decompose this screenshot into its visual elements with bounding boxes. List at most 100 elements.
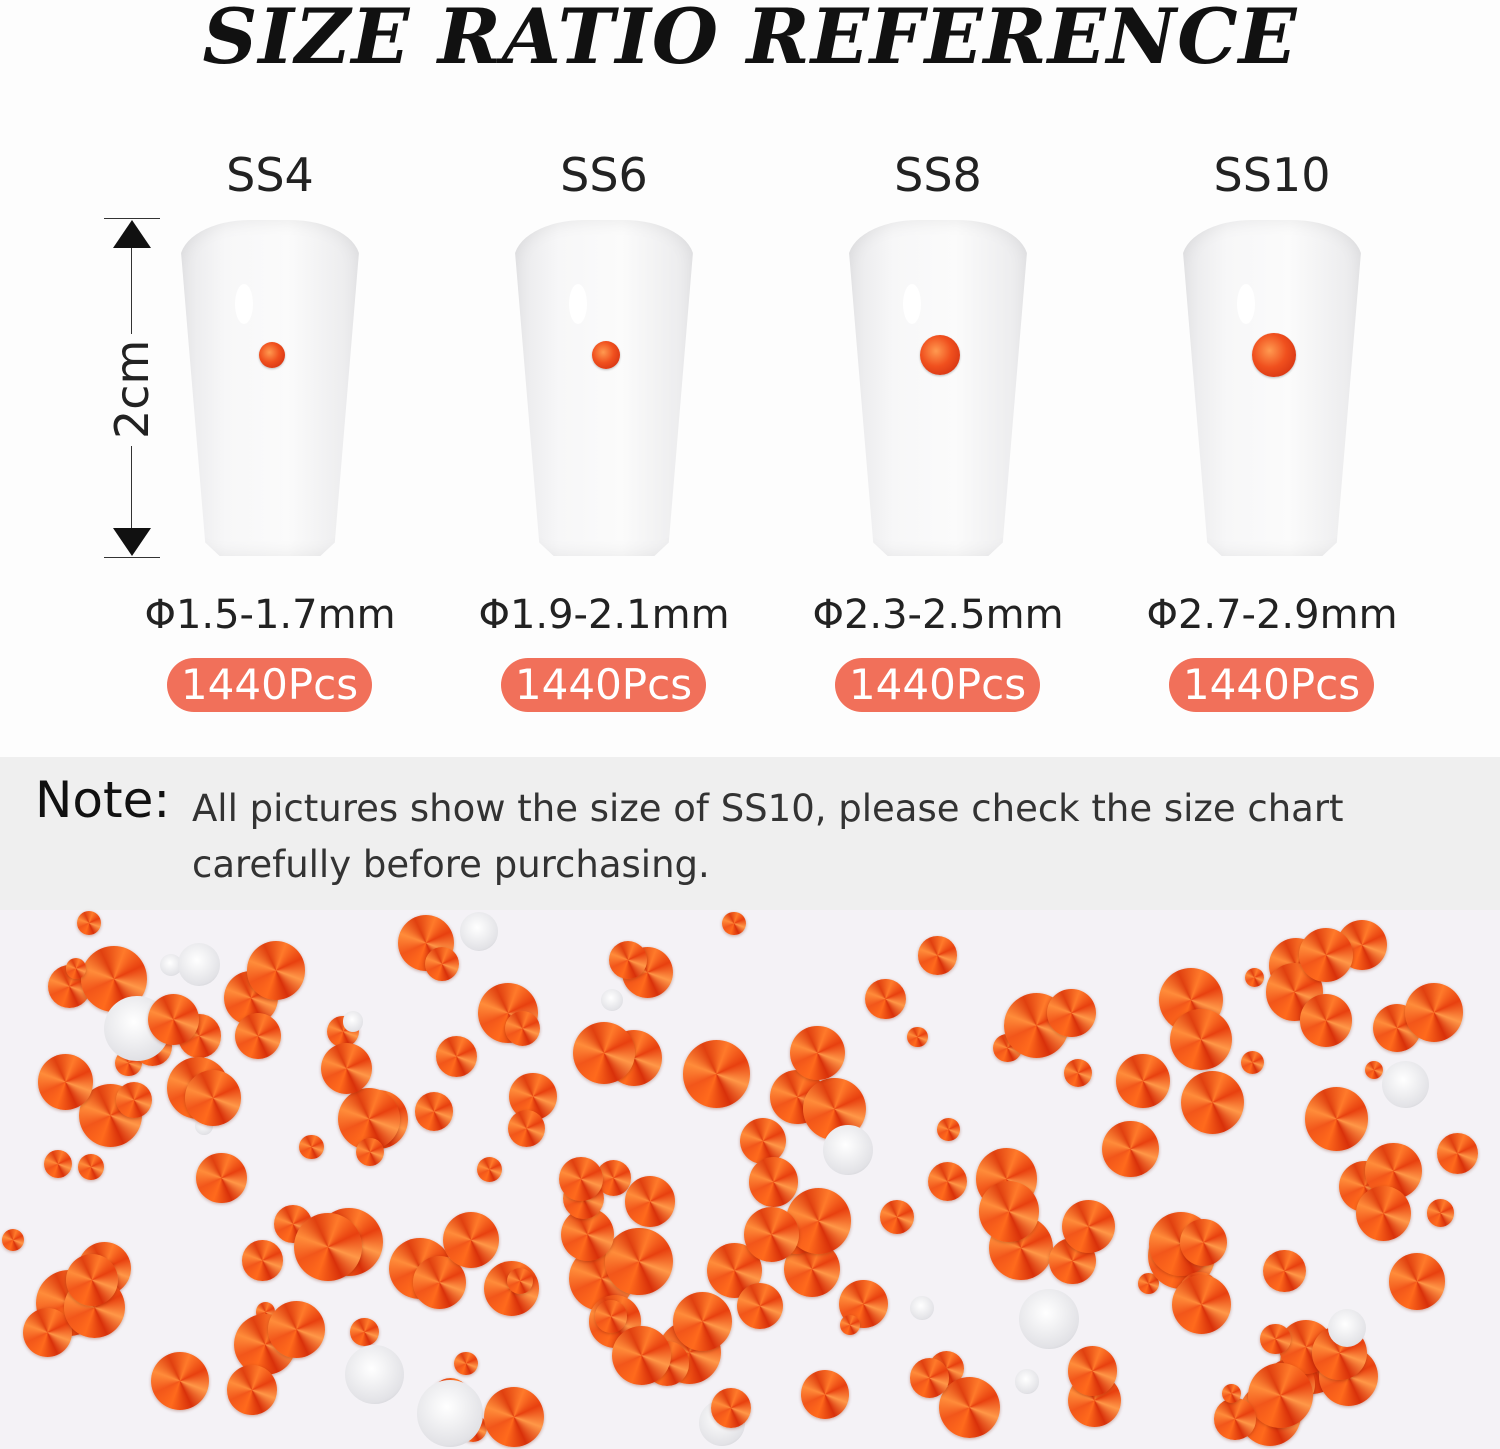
note-heading: Note: xyxy=(35,771,171,829)
orange-rhinestone xyxy=(880,1199,914,1234)
orange-rhinestone xyxy=(350,1317,379,1347)
rhinestones-photo xyxy=(0,910,1500,1449)
orange-rhinestone xyxy=(1355,1186,1411,1242)
orange-rhinestone xyxy=(748,1157,799,1207)
orange-rhinestone xyxy=(939,1376,1001,1438)
orange-rhinestone xyxy=(1244,968,1265,988)
orange-rhinestone xyxy=(246,941,305,1000)
note-band: Note: All pictures show the size of SS10… xyxy=(0,757,1500,910)
orange-rhinestone xyxy=(425,946,459,981)
orange-rhinestone xyxy=(78,1154,105,1181)
orange-rhinestone xyxy=(242,1240,283,1281)
ruler-line xyxy=(131,446,132,530)
diameter-label: Φ2.3-2.5mm xyxy=(812,592,1064,638)
nail-shine xyxy=(235,284,253,324)
orange-rhinestone xyxy=(1299,994,1353,1047)
ruler-tick xyxy=(104,557,160,558)
rhinestone xyxy=(920,335,960,375)
orange-rhinestone xyxy=(909,1358,950,1398)
silver-stone-back xyxy=(1327,1309,1366,1348)
orange-rhinestone xyxy=(800,1370,850,1419)
orange-rhinestone xyxy=(115,1082,152,1119)
orange-rhinestone xyxy=(558,1157,603,1202)
count-badge: 1440Pcs xyxy=(1169,658,1374,712)
orange-rhinestone xyxy=(1263,1249,1307,1293)
orange-rhinestone xyxy=(1404,983,1464,1042)
orange-rhinestone xyxy=(608,940,647,979)
orange-rhinestone xyxy=(1298,927,1353,983)
orange-rhinestone xyxy=(594,1300,628,1333)
orange-rhinestone xyxy=(1248,1363,1314,1429)
orange-rhinestone xyxy=(790,1025,845,1081)
silver-stone-back xyxy=(345,1344,404,1404)
silver-stone-back xyxy=(601,989,624,1012)
orange-rhinestone xyxy=(1222,1384,1241,1403)
ruler-tick xyxy=(104,218,160,219)
orange-rhinestone xyxy=(443,1211,500,1268)
orange-rhinestone xyxy=(605,1227,673,1296)
page-title: SIZE RATIO REFERENCE xyxy=(202,0,1298,81)
height-ruler: 2cm xyxy=(104,218,160,558)
orange-rhinestone xyxy=(1138,1273,1159,1294)
orange-rhinestone xyxy=(978,1181,1039,1242)
orange-rhinestone xyxy=(612,1325,672,1385)
orange-rhinestone xyxy=(1171,1275,1231,1335)
orange-rhinestone xyxy=(1426,1199,1454,1227)
nail-shine xyxy=(1237,284,1255,324)
orange-rhinestone xyxy=(743,1207,799,1263)
orange-rhinestone xyxy=(484,1387,545,1448)
silver-stone-back xyxy=(1019,1288,1080,1349)
orange-rhinestone xyxy=(1047,988,1097,1038)
silver-stone-back xyxy=(459,912,499,951)
orange-rhinestone xyxy=(506,1267,533,1294)
orange-rhinestone xyxy=(227,1365,278,1415)
orange-rhinestone xyxy=(1304,1086,1369,1151)
note-text: All pictures show the size of SS10, plea… xyxy=(192,787,1344,886)
orange-rhinestone xyxy=(1179,1218,1227,1266)
diameter-label: Φ1.5-1.7mm xyxy=(144,592,396,638)
rhinestone xyxy=(592,341,620,369)
count-badge: 1440Pcs xyxy=(501,658,706,712)
rhinestone xyxy=(259,342,285,368)
orange-rhinestone xyxy=(356,1138,385,1167)
orange-rhinestone xyxy=(234,1012,282,1060)
arrow-up-icon xyxy=(113,220,151,248)
arrow-down-icon xyxy=(113,528,151,556)
silver-stone-back xyxy=(343,1011,364,1032)
count-badge: 1440Pcs xyxy=(167,658,372,712)
orange-rhinestone xyxy=(147,993,199,1045)
orange-rhinestone xyxy=(672,1292,732,1351)
orange-rhinestone xyxy=(454,1351,478,1375)
orange-rhinestone xyxy=(413,1256,466,1309)
orange-rhinestone xyxy=(504,1010,541,1047)
nail-tip xyxy=(848,220,1028,556)
orange-rhinestone xyxy=(184,1070,241,1126)
silver-stone-back xyxy=(1014,1369,1040,1394)
orange-rhinestone xyxy=(65,958,87,980)
orange-rhinestone xyxy=(722,911,747,936)
nail-tip xyxy=(1182,220,1362,556)
orange-rhinestone xyxy=(320,1042,373,1095)
rhinestone xyxy=(1252,333,1296,377)
orange-rhinestone xyxy=(839,1314,861,1336)
orange-rhinestone xyxy=(1068,1346,1118,1396)
silver-stone-back xyxy=(910,1296,935,1320)
orange-rhinestone xyxy=(736,1283,783,1330)
size-label: SS6 xyxy=(560,148,648,202)
orange-rhinestone xyxy=(1260,1323,1291,1355)
orange-rhinestone xyxy=(1436,1132,1479,1175)
orange-rhinestone xyxy=(436,1036,478,1078)
silver-stone-back xyxy=(159,953,182,976)
orange-rhinestone xyxy=(2,1229,25,1251)
orange-rhinestone xyxy=(1364,1060,1383,1079)
orange-rhinestone xyxy=(77,910,102,936)
nail-shine xyxy=(569,284,587,324)
orange-rhinestone xyxy=(937,1118,960,1141)
size-label: SS10 xyxy=(1213,148,1331,202)
orange-rhinestone xyxy=(918,936,957,975)
orange-rhinestone xyxy=(927,1161,968,1202)
orange-rhinestone xyxy=(476,1157,502,1183)
orange-rhinestone xyxy=(1241,1051,1265,1075)
orange-rhinestone xyxy=(625,1176,676,1227)
orange-rhinestone xyxy=(1064,1058,1093,1087)
